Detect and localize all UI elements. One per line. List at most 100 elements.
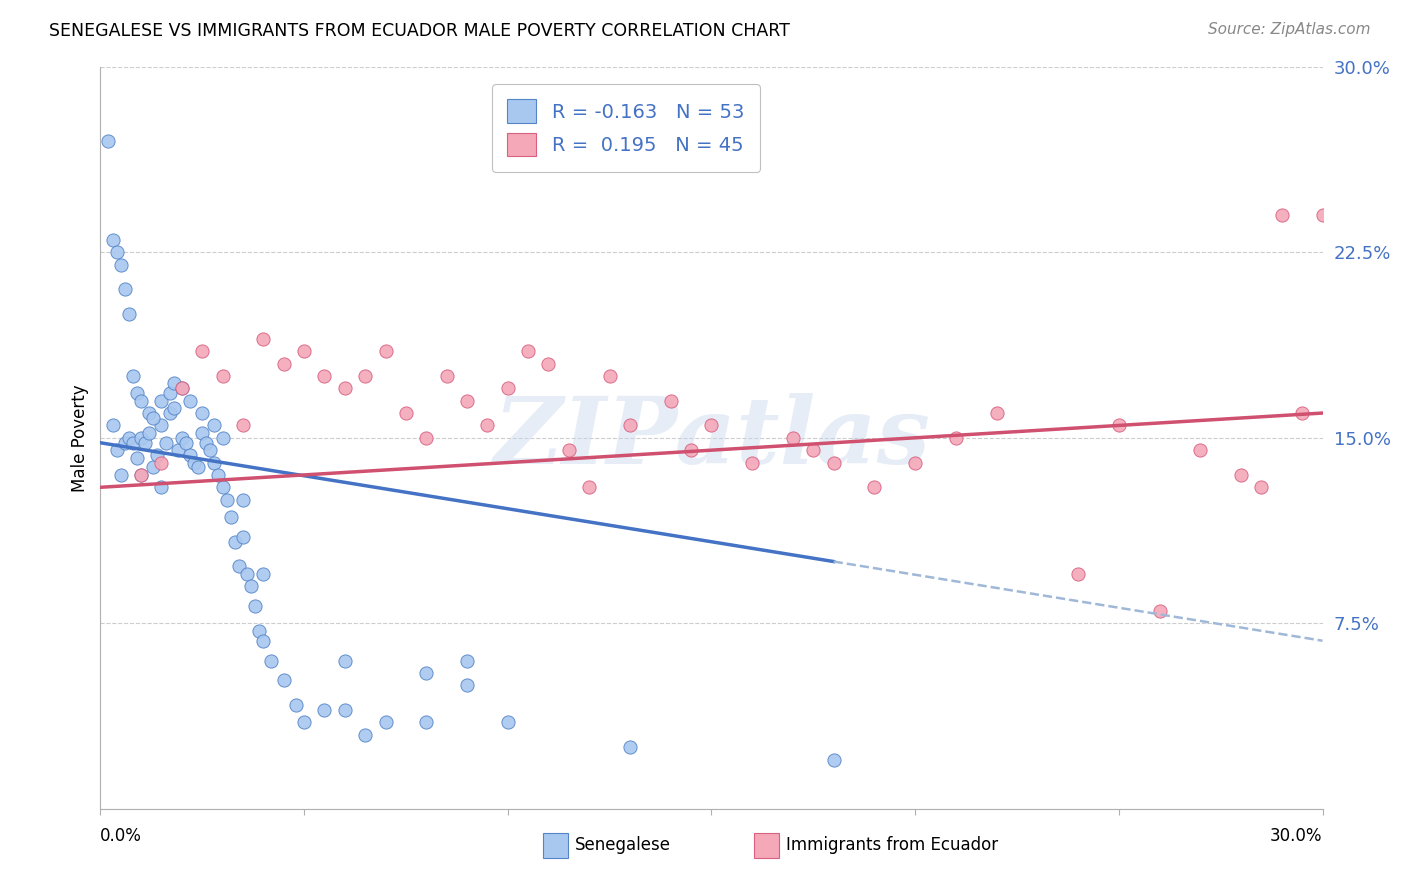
Point — [219, 510, 242, 524]
Point — [599, 368, 621, 383]
Text: Immigrants from Ecuador: Immigrants from Ecuador — [786, 837, 998, 855]
Point — [170, 381, 193, 395]
Point — [195, 435, 218, 450]
Point — [1271, 208, 1294, 222]
Point — [456, 393, 478, 408]
Point — [142, 460, 165, 475]
Point — [163, 376, 186, 391]
Point — [150, 393, 173, 408]
Point — [782, 431, 804, 445]
Point — [904, 456, 927, 470]
Point — [415, 431, 437, 445]
Point — [273, 357, 295, 371]
Point — [333, 381, 356, 395]
Point — [659, 393, 682, 408]
Text: 0.0%: 0.0% — [100, 827, 142, 845]
Point — [105, 443, 128, 458]
Point — [314, 703, 336, 717]
Point — [125, 386, 148, 401]
Point — [415, 665, 437, 680]
Point — [1067, 566, 1090, 581]
Point — [240, 579, 263, 593]
Point — [863, 480, 886, 494]
Point — [415, 715, 437, 730]
Point — [215, 492, 238, 507]
Point — [207, 467, 229, 482]
Point — [619, 418, 641, 433]
Point — [232, 492, 254, 507]
Point — [224, 534, 246, 549]
Point — [374, 715, 396, 730]
Point — [101, 418, 124, 433]
Text: SENEGALESE VS IMMIGRANTS FROM ECUADOR MALE POVERTY CORRELATION CHART: SENEGALESE VS IMMIGRANTS FROM ECUADOR MA… — [49, 22, 790, 40]
Point — [1108, 418, 1130, 433]
Point — [122, 368, 145, 383]
Point — [741, 456, 763, 470]
Point — [174, 435, 197, 450]
Point — [146, 448, 169, 462]
Point — [236, 566, 259, 581]
Point — [558, 443, 581, 458]
Point — [179, 448, 201, 462]
Point — [1312, 208, 1334, 222]
Point — [477, 418, 499, 433]
Point — [211, 431, 233, 445]
Point — [517, 344, 540, 359]
Point — [191, 344, 214, 359]
Point — [292, 715, 315, 730]
Point — [537, 357, 560, 371]
Point — [252, 633, 274, 648]
Point — [252, 566, 274, 581]
Point — [129, 467, 152, 482]
Point — [159, 406, 181, 420]
Point — [232, 530, 254, 544]
Point — [150, 456, 173, 470]
Point — [129, 393, 152, 408]
Point — [273, 673, 295, 688]
Point — [101, 233, 124, 247]
Point — [170, 431, 193, 445]
Point — [619, 740, 641, 755]
Point — [105, 245, 128, 260]
Point — [496, 715, 519, 730]
Text: ZIPatlas: ZIPatlas — [494, 392, 929, 483]
Point — [823, 752, 845, 766]
Point — [284, 698, 307, 712]
Text: 30.0%: 30.0% — [1270, 827, 1323, 845]
Point — [211, 480, 233, 494]
Point — [125, 450, 148, 465]
Point — [200, 443, 222, 458]
Point — [114, 435, 136, 450]
Point — [150, 418, 173, 433]
Point — [122, 435, 145, 450]
Point — [292, 344, 315, 359]
Point — [114, 282, 136, 296]
Point — [945, 431, 967, 445]
Point — [986, 406, 1008, 420]
Point — [129, 467, 152, 482]
Point — [138, 406, 160, 420]
Point — [228, 559, 250, 574]
Legend: R = -0.163   N = 53, R =  0.195   N = 45: R = -0.163 N = 53, R = 0.195 N = 45 — [492, 84, 761, 172]
Point — [395, 406, 418, 420]
Point — [801, 443, 824, 458]
Point — [247, 624, 270, 638]
Point — [232, 418, 254, 433]
Text: Senegalese: Senegalese — [575, 837, 671, 855]
Y-axis label: Male Poverty: Male Poverty — [72, 384, 89, 491]
Point — [138, 425, 160, 440]
Point — [150, 480, 173, 494]
Point — [354, 368, 377, 383]
Point — [578, 480, 600, 494]
Point — [496, 381, 519, 395]
Point — [314, 368, 336, 383]
Point — [170, 381, 193, 395]
Point — [187, 460, 209, 475]
Point — [110, 258, 132, 272]
Point — [243, 599, 266, 613]
Point — [97, 134, 120, 148]
Point — [204, 456, 226, 470]
Point — [191, 425, 214, 440]
Point — [159, 386, 181, 401]
Point — [129, 431, 152, 445]
